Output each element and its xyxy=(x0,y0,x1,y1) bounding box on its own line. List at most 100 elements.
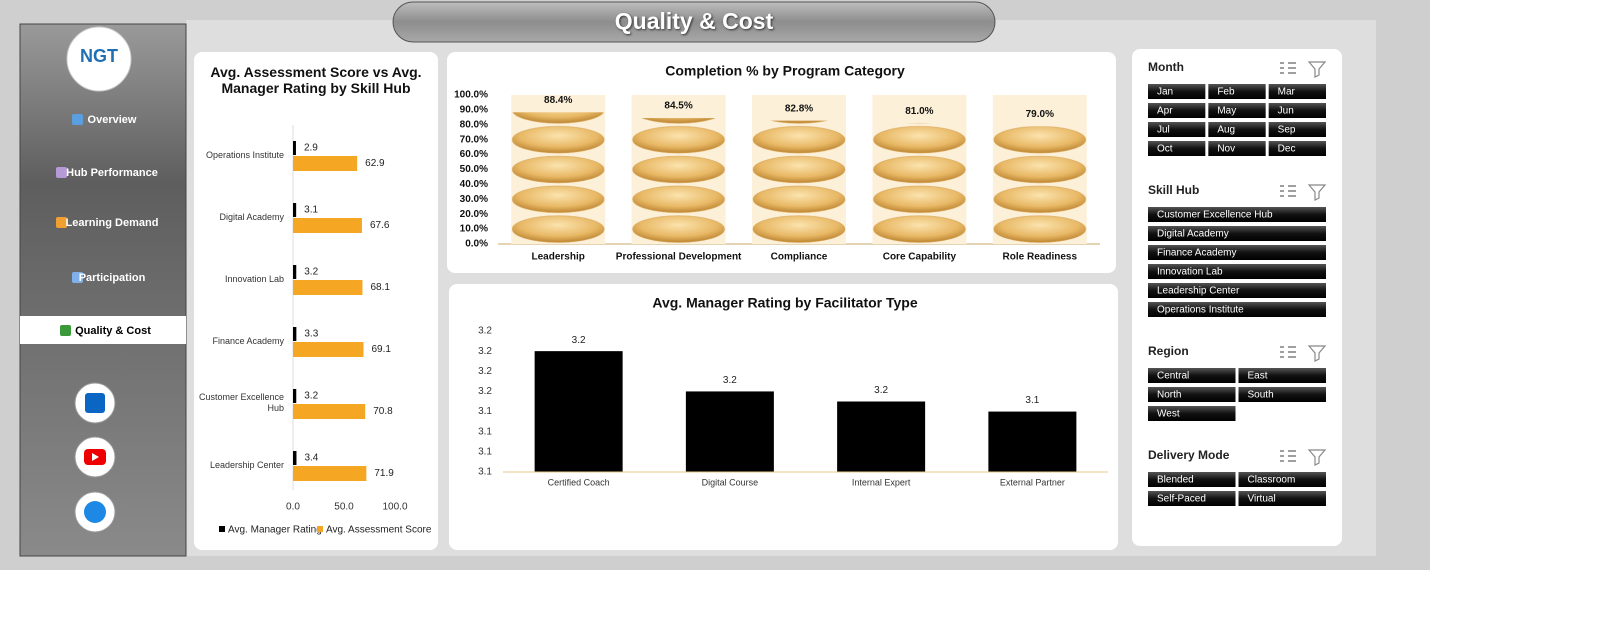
data-label: 81.0% xyxy=(905,106,933,117)
slicer-item[interactable]: Nov xyxy=(1217,144,1235,155)
slicer-button[interactable] xyxy=(1148,387,1236,402)
slicer-button[interactable] xyxy=(1148,368,1236,383)
bar xyxy=(293,156,358,171)
slicer-button[interactable] xyxy=(1268,103,1326,118)
clear-filter-icon[interactable] xyxy=(1307,184,1327,201)
clear-filter-icon[interactable] xyxy=(1307,61,1327,78)
slicer-item[interactable]: Classroom xyxy=(1248,475,1296,486)
slicer-item[interactable]: Customer Excellence Hub xyxy=(1157,210,1273,221)
clear-filter-icon[interactable] xyxy=(1307,449,1327,466)
y-tick-label: 3.1 xyxy=(478,426,492,437)
x-tick-label: 100.0 xyxy=(382,502,407,513)
multi-select-icon[interactable] xyxy=(1280,450,1296,462)
nav-icon xyxy=(72,114,83,125)
slicer-button[interactable] xyxy=(1148,245,1326,260)
slicer-item[interactable]: Self-Paced xyxy=(1157,494,1206,505)
y-tick-label: Finance Academy xyxy=(212,335,284,346)
nav-item[interactable]: Participation xyxy=(79,272,146,284)
bar xyxy=(293,389,297,403)
y-tick-label: Customer Excellence Hub xyxy=(198,392,284,413)
y-tick-label: 3.1 xyxy=(478,446,492,457)
slicer-item[interactable]: Innovation Lab xyxy=(1157,267,1223,278)
slicer-item[interactable]: Virtual xyxy=(1248,494,1276,505)
sidebar xyxy=(19,23,187,557)
slicer-item[interactable]: Jul xyxy=(1157,125,1170,136)
slicer-button[interactable] xyxy=(1238,472,1327,487)
bar xyxy=(293,327,297,341)
slicer-item[interactable]: Aug xyxy=(1217,125,1235,136)
slicer-button[interactable] xyxy=(1148,491,1236,506)
nav-item[interactable]: Hub Performance xyxy=(66,167,158,179)
slicer-button[interactable] xyxy=(1148,472,1236,487)
slicer-item[interactable]: Oct xyxy=(1157,144,1173,155)
chart-title: Completion % by Program Category xyxy=(665,63,905,79)
slicer-button[interactable] xyxy=(1148,406,1236,421)
slicer-button[interactable] xyxy=(1268,141,1326,156)
slicer-item[interactable]: May xyxy=(1217,106,1236,117)
data-label: 84.5% xyxy=(664,101,692,112)
slicer-button[interactable] xyxy=(1208,84,1266,99)
bar xyxy=(293,342,364,357)
globe-icon xyxy=(84,501,106,523)
slicer-item[interactable]: Feb xyxy=(1217,87,1235,98)
bar xyxy=(837,401,926,472)
slicer-button[interactable] xyxy=(1208,122,1266,137)
slicer-item[interactable]: Apr xyxy=(1157,106,1173,117)
slicer-button[interactable] xyxy=(1148,283,1326,298)
slicer-item[interactable]: Operations Institute xyxy=(1157,305,1244,316)
slicer-button[interactable] xyxy=(1148,103,1206,118)
slicer-button[interactable] xyxy=(1268,84,1326,99)
nav-item[interactable]: Quality & Cost xyxy=(75,325,151,337)
data-label: 3.2 xyxy=(304,267,318,278)
social-links xyxy=(74,382,116,533)
logo xyxy=(66,26,132,92)
slicer-item[interactable]: Dec xyxy=(1278,144,1296,155)
slicer-item[interactable]: Sep xyxy=(1278,125,1296,136)
x-tick-label: Internal Expert xyxy=(852,477,911,487)
data-label: 68.1 xyxy=(370,282,390,293)
slicer-button[interactable] xyxy=(1148,302,1326,317)
bar xyxy=(293,466,367,481)
nav-item[interactable]: Overview xyxy=(88,114,137,126)
multi-select-icon[interactable] xyxy=(1280,346,1296,358)
slicer-button[interactable] xyxy=(1238,387,1327,402)
slicer-item[interactable]: Central xyxy=(1157,371,1189,382)
bar xyxy=(988,411,1077,472)
slicer-button[interactable] xyxy=(1148,226,1326,241)
slicer-button[interactable] xyxy=(1208,103,1266,118)
slicer-item[interactable]: South xyxy=(1248,390,1274,401)
slicer-button[interactable] xyxy=(1148,84,1206,99)
slicer-item[interactable]: Digital Academy xyxy=(1157,229,1229,240)
x-tick-label: External Partner xyxy=(1000,477,1065,487)
y-tick-label: 60.0% xyxy=(460,149,488,160)
multi-select-icon[interactable] xyxy=(1280,62,1296,74)
data-label: 3.2 xyxy=(572,335,586,346)
slicer-button[interactable] xyxy=(1238,368,1327,383)
slicer-item[interactable]: West xyxy=(1157,409,1180,420)
slicer-item[interactable]: North xyxy=(1157,390,1181,401)
slicer-button[interactable] xyxy=(1148,207,1326,222)
data-label: 2.9 xyxy=(304,143,318,154)
y-tick-label: 100.0% xyxy=(454,90,488,101)
slicer-item[interactable]: Finance Academy xyxy=(1157,248,1237,259)
bar xyxy=(872,123,967,244)
slicer-button[interactable] xyxy=(1148,264,1326,279)
slicer-title: Region xyxy=(1148,344,1189,358)
nav-item[interactable]: Learning Demand xyxy=(66,217,159,229)
data-label: 3.2 xyxy=(874,385,888,396)
slicer-item[interactable]: Mar xyxy=(1278,87,1296,98)
multi-select-icon[interactable] xyxy=(1280,185,1296,197)
slicer-button[interactable] xyxy=(1208,141,1266,156)
slicer-item[interactable]: Jan xyxy=(1157,87,1173,98)
clear-filter-icon[interactable] xyxy=(1307,345,1327,362)
slicer-button[interactable] xyxy=(1268,122,1326,137)
logo-text: NGT xyxy=(80,46,118,66)
slicer-item[interactable]: Leadership Center xyxy=(1157,286,1240,297)
slicer-title: Month xyxy=(1148,60,1184,74)
slicer-item[interactable]: Jun xyxy=(1278,106,1294,117)
slicer-item[interactable]: East xyxy=(1248,371,1268,382)
slicer-item[interactable]: Blended xyxy=(1157,475,1194,486)
slicer-button[interactable] xyxy=(1148,122,1206,137)
slicer-button[interactable] xyxy=(1148,141,1206,156)
slicer-button[interactable] xyxy=(1238,491,1327,506)
